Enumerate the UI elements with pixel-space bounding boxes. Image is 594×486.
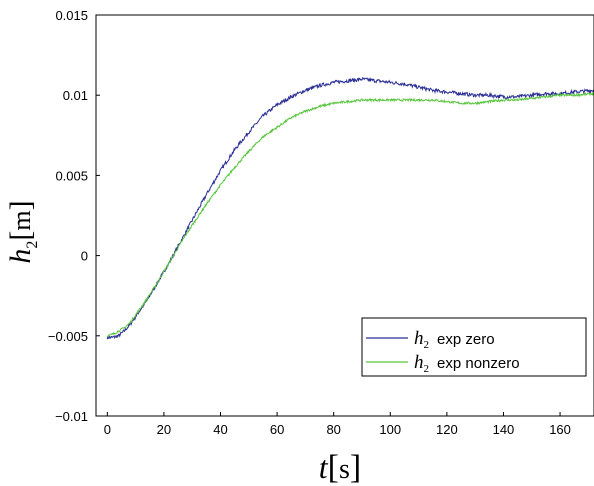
series-line-1: [106, 91, 594, 338]
y-tick-label: 0.01: [63, 88, 88, 103]
x-axis-unit: s: [339, 454, 350, 485]
y-axis-symbol: h: [4, 249, 37, 264]
legend-entry-0: h2 exp zero: [414, 328, 495, 351]
legend-symbol: h: [414, 328, 424, 349]
x-tick-label: 160: [549, 422, 571, 437]
y-tick-label: 0.005: [55, 168, 88, 183]
x-tick-label: 60: [270, 422, 284, 437]
ticks: 0 20 40 60 80 100 120 140 160 −0.01 −0.005 0 0.005 0.…: [48, 8, 571, 437]
x-tick-label: 40: [213, 422, 227, 437]
x-tick-label: 0: [104, 422, 111, 437]
y-axis-close-bracket: ]: [4, 200, 37, 210]
legend-box: [361, 317, 587, 377]
y-tick-label: −0.005: [48, 329, 88, 344]
y-tick-label: 0.015: [55, 8, 88, 23]
y-axis-unit: m: [7, 210, 36, 230]
y-axis-subscript: 2: [24, 241, 41, 249]
axes-box: [95, 14, 594, 417]
x-tick-label: 140: [493, 422, 515, 437]
legend-subscript: 2: [424, 363, 430, 375]
legend-entry-1: h2 exp nonzero: [414, 352, 520, 375]
x-tick-label: 20: [157, 422, 171, 437]
x-axis-close-bracket: ]: [350, 449, 361, 486]
y-tick-label: 0: [81, 249, 88, 264]
x-tick-label: 100: [379, 422, 401, 437]
y-axis-label: h2[m]: [4, 200, 41, 263]
series-line-0: [106, 76, 594, 340]
legend-symbol: h: [414, 352, 424, 373]
x-tick-label: 80: [326, 422, 340, 437]
y-axis-open-bracket: [: [4, 231, 37, 241]
x-axis-label: t[s]: [319, 449, 361, 486]
plot-lines: [106, 76, 594, 340]
x-tick-label: 120: [436, 422, 458, 437]
legend-text: exp nonzero: [437, 355, 520, 372]
x-axis-symbol: t: [319, 449, 329, 485]
legend-subscript: 2: [424, 339, 430, 351]
legend-text: exp zero: [437, 331, 495, 348]
y-tick-label: −0.01: [55, 409, 88, 424]
x-axis-open-bracket: [: [328, 449, 339, 486]
